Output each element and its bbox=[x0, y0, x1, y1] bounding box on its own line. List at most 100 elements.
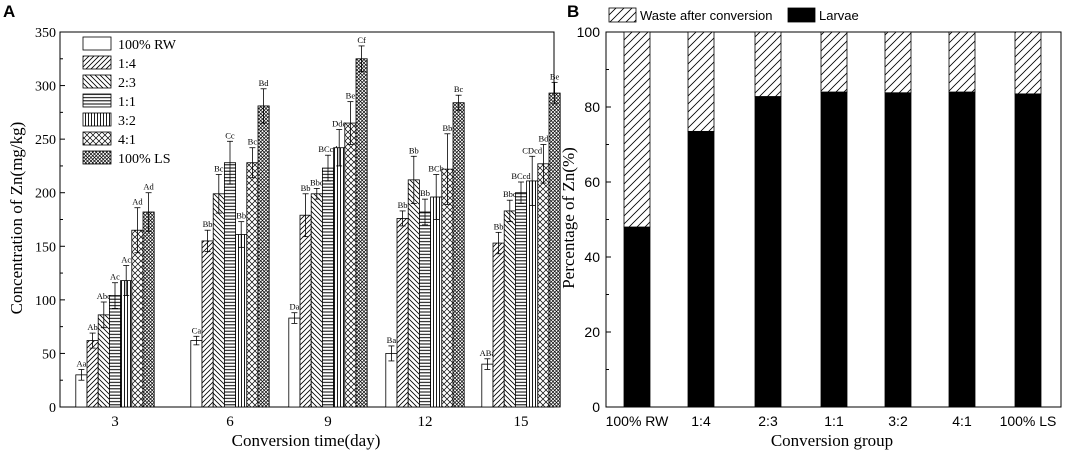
panel-b-x-tick-label: 100% RW bbox=[606, 413, 670, 429]
panel-a-significance-label: Bb bbox=[409, 145, 419, 155]
panel-a-significance-label: Ac bbox=[110, 272, 120, 282]
panel-b-bar-waste bbox=[754, 31, 782, 97]
panel-a-x-tick-label: 15 bbox=[514, 414, 529, 430]
panel-a-bar bbox=[503, 210, 516, 408]
panel-a-bar bbox=[223, 162, 236, 408]
panel-b-y-tick-label: 0 bbox=[592, 399, 600, 415]
panel-a-bar bbox=[190, 340, 203, 408]
panel-a-legend-label: 3:2 bbox=[118, 114, 136, 129]
panel-label-a: A bbox=[3, 2, 15, 21]
panel-b-bars bbox=[623, 31, 1042, 408]
panel-a-bar bbox=[418, 211, 431, 408]
panel-a-y-axis-label: Concentration of Zn(mg/kg) bbox=[7, 122, 26, 315]
panel-a-y-tick-label: 300 bbox=[35, 80, 56, 95]
panel-a-significance-label: CDcd bbox=[522, 145, 543, 155]
panel-a-significance-label: Aa bbox=[76, 359, 86, 369]
panel-b-y-tick-label: 100 bbox=[577, 24, 601, 40]
panel-a-significance-label: Ac bbox=[121, 255, 131, 265]
panel-a-significance-label: BCcd bbox=[318, 144, 338, 154]
panel-a-bar bbox=[86, 340, 99, 408]
panel-a-significance-label: Ba bbox=[387, 335, 397, 345]
panel-b-x-tick-label: 1:4 bbox=[691, 413, 711, 429]
panel-a-legend-swatch bbox=[82, 74, 112, 89]
panel-a-bar bbox=[212, 193, 225, 408]
panel-a-significance-label: Bb bbox=[420, 188, 430, 198]
panel-a-bars: AaCaDaBaABaAbBbBbBbBbAbcBcBbcBbBbcAcCcBC… bbox=[75, 35, 561, 408]
panel-a-significance-label: Bb bbox=[494, 221, 504, 231]
panel-a-bar bbox=[201, 240, 214, 408]
panel-a-significance-label: Bbc bbox=[310, 177, 324, 187]
panel-b-legend: Waste after conversion Larvae bbox=[608, 7, 859, 23]
panel-b-legend-label: Waste after conversion bbox=[640, 8, 772, 23]
panel-a-significance-label: Bb bbox=[236, 211, 246, 221]
panel-a-significance-label: Bc bbox=[214, 164, 224, 174]
panel-a-legend-swatch bbox=[82, 131, 112, 146]
panel-b-y-tick-label: 60 bbox=[584, 174, 600, 190]
panel-a-legend-label: 4:1 bbox=[118, 133, 136, 148]
panel-a-y-tick-label: 150 bbox=[35, 240, 56, 255]
panel-a-bar bbox=[235, 234, 248, 408]
panel-a-legend-swatch bbox=[82, 93, 112, 108]
panel-a-significance-label: Bb bbox=[398, 200, 408, 210]
panel-a-significance-label: Be bbox=[550, 71, 560, 81]
panel-b-bar-waste bbox=[623, 31, 651, 228]
panel-b-x-tick-label: 1:1 bbox=[824, 413, 844, 429]
panel-a-y-tick-label: 0 bbox=[49, 401, 56, 416]
panel-a-legend-swatch bbox=[82, 112, 112, 127]
panel-b-legend-label: Larvae bbox=[819, 8, 859, 23]
panel-a-significance-label: Abc bbox=[97, 291, 111, 301]
panel-a-significance-label: Bc bbox=[454, 84, 464, 94]
panel-a-bar bbox=[452, 102, 465, 408]
panel-b-bar-larvae bbox=[1014, 93, 1042, 408]
panel-a-significance-label: Bbc bbox=[503, 189, 517, 199]
panel-a-significance-label: Bd bbox=[259, 78, 270, 88]
panel-a-legend-label: 1:1 bbox=[118, 95, 136, 110]
panel-a-bar bbox=[333, 147, 346, 408]
panel-b-bar-waste bbox=[948, 31, 976, 93]
panel-a-significance-label: Bc bbox=[248, 137, 258, 147]
panel-b-bar-waste bbox=[884, 31, 912, 94]
panel-a-significance-label: BCb bbox=[428, 164, 444, 174]
panel-a: A 0 50 100 150 200 250 300 350 3 6 9 12 15 Aa Ca Da Ba A… bbox=[3, 2, 561, 450]
panel-a-bar bbox=[299, 214, 312, 408]
panel-a-significance-label: Ad bbox=[143, 182, 154, 192]
panel-a-significance-label: Cc bbox=[225, 130, 235, 140]
panel-a-bar bbox=[355, 58, 368, 408]
panel-b-x-tick-label: 3:2 bbox=[888, 413, 908, 429]
panel-b-bar-larvae bbox=[820, 91, 848, 408]
panel-a-significance-label: Ab bbox=[87, 322, 97, 332]
panel-a-legend-swatch bbox=[82, 36, 112, 51]
panel-a-y-tick-label: 350 bbox=[35, 26, 56, 41]
panel-a-bar bbox=[344, 122, 357, 408]
panel-a-bar bbox=[131, 229, 144, 408]
panel-a-significance-label: Da bbox=[289, 302, 299, 312]
panel-a-significance-label: Bb bbox=[442, 123, 452, 133]
panel-b-bar-larvae bbox=[884, 92, 912, 408]
panel-a-bar bbox=[97, 314, 110, 408]
panel-a-bar bbox=[321, 167, 334, 408]
panel-a-bar bbox=[120, 280, 133, 408]
panel-b-legend-swatch bbox=[608, 7, 637, 23]
panel-b-x-tick-label: 100% LS bbox=[1000, 413, 1057, 429]
panel-a-significance-label: BCcd bbox=[511, 171, 531, 181]
panel-b-ticks: 0 20 40 60 80 100 100% RW 1:4 2:3 1:1 3:2 4:1 100% L… bbox=[577, 24, 1057, 429]
panel-b-y-axis-label: Percentage of Zn(%) bbox=[559, 147, 578, 289]
panel-a-bar bbox=[142, 211, 155, 408]
panel-a-legend-swatch bbox=[82, 55, 112, 70]
panel-b-bar-waste bbox=[687, 31, 715, 132]
panel-b-bar-waste bbox=[820, 31, 848, 93]
panel-a-bar bbox=[492, 242, 505, 408]
panel-b-bar-larvae bbox=[948, 91, 976, 408]
panel-a-x-tick-label: 6 bbox=[226, 414, 234, 430]
panel-a-x-tick-label: 12 bbox=[418, 414, 433, 430]
panel-a-x-axis-label: Conversion time(day) bbox=[232, 431, 381, 450]
panel-a-bar bbox=[109, 295, 122, 408]
panel-a-bar bbox=[407, 179, 420, 408]
panel-a-bar bbox=[537, 163, 550, 408]
panel-a-y-tick-label: 250 bbox=[35, 133, 56, 148]
panel-a-y-tick-label: 50 bbox=[42, 347, 56, 362]
panel-a-significance-label: ABa bbox=[480, 348, 496, 358]
panel-a-significance-label: Bd bbox=[538, 134, 549, 144]
panel-b-bar-waste bbox=[1014, 31, 1042, 95]
